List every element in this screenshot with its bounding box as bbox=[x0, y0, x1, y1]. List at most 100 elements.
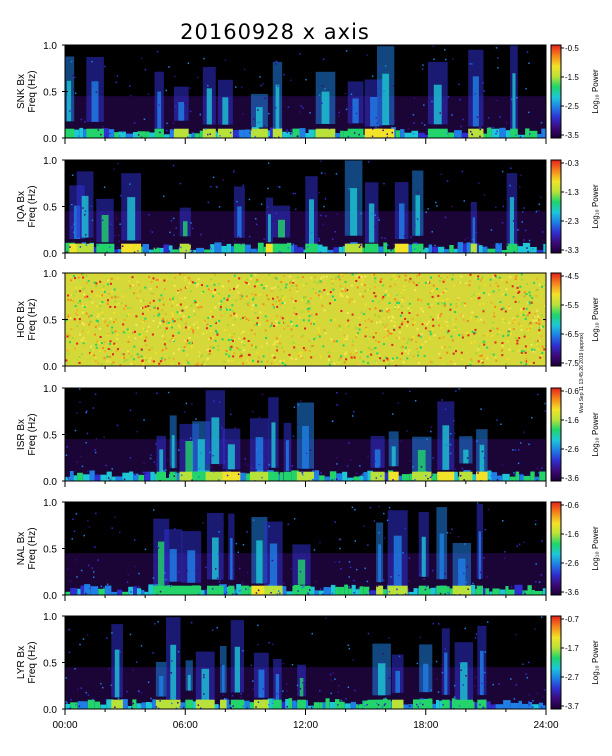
noise-pixel bbox=[310, 313, 313, 316]
noise-pixel bbox=[459, 324, 462, 327]
colorbar-tick-label: -1.5 bbox=[565, 73, 579, 82]
power-speckle bbox=[115, 81, 117, 84]
noise-pixel bbox=[330, 338, 333, 341]
power-speckle bbox=[412, 114, 415, 116]
low-frequency-band bbox=[383, 242, 388, 253]
noise-pixel bbox=[291, 339, 294, 342]
noise-pixel bbox=[346, 295, 349, 298]
noise-pixel bbox=[197, 362, 200, 365]
power-speckle bbox=[521, 221, 523, 223]
y-axis-unit-label: Freq (Hz) bbox=[27, 298, 38, 340]
power-speckle bbox=[286, 131, 289, 134]
noise-pixel bbox=[162, 320, 165, 323]
noise-pixel bbox=[74, 290, 77, 293]
noise-pixel bbox=[161, 319, 164, 322]
low-frequency-band bbox=[194, 133, 200, 138]
noise-pixel bbox=[200, 355, 203, 358]
panel-1-plot-area bbox=[65, 45, 546, 138]
power-speckle bbox=[318, 94, 321, 96]
noise-pixel bbox=[504, 310, 507, 313]
power-speckle bbox=[371, 135, 374, 138]
low-frequency-band bbox=[177, 702, 186, 709]
power-speckle bbox=[225, 470, 228, 472]
noise-pixel bbox=[237, 291, 240, 294]
noise-pixel bbox=[446, 275, 449, 278]
noise-pixel bbox=[528, 302, 531, 305]
noise-pixel bbox=[449, 303, 452, 306]
noise-pixel bbox=[108, 321, 111, 324]
noise-pixel bbox=[131, 276, 134, 279]
noise-pixel bbox=[400, 364, 402, 366]
noise-pixel bbox=[248, 320, 251, 323]
activity-burst-base bbox=[283, 471, 292, 481]
noise-pixel bbox=[126, 328, 129, 331]
noise-pixel bbox=[331, 280, 334, 283]
activity-burst-core bbox=[171, 435, 175, 469]
noise-pixel bbox=[292, 279, 295, 282]
noise-pixel bbox=[275, 306, 278, 309]
power-speckle bbox=[293, 518, 296, 520]
low-frequency-band bbox=[338, 246, 343, 253]
noise-pixel bbox=[161, 297, 164, 300]
noise-pixel bbox=[112, 321, 115, 324]
power-speckle bbox=[118, 234, 120, 236]
low-frequency-band bbox=[423, 247, 429, 253]
noise-pixel bbox=[71, 337, 74, 340]
noise-pixel bbox=[522, 350, 525, 353]
noise-pixel bbox=[373, 273, 376, 276]
noise-pixel bbox=[511, 321, 514, 324]
colorbar-tick-label: -2.6 bbox=[565, 559, 579, 568]
noise-pixel bbox=[431, 328, 434, 331]
power-speckle bbox=[149, 457, 152, 460]
noise-pixel bbox=[180, 346, 183, 348]
noise-pixel bbox=[210, 330, 213, 333]
power-speckle bbox=[376, 122, 378, 124]
low-frequency-band bbox=[249, 702, 256, 709]
power-speckle bbox=[245, 472, 248, 474]
noise-pixel bbox=[81, 322, 84, 325]
noise-pixel bbox=[433, 334, 436, 337]
noise-pixel bbox=[398, 336, 400, 339]
power-speckle bbox=[86, 432, 89, 435]
noise-pixel bbox=[172, 301, 175, 304]
noise-pixel bbox=[153, 306, 156, 309]
power-speckle bbox=[439, 112, 441, 114]
noise-pixel bbox=[420, 333, 423, 336]
colorbar-tick-label: -3.6 bbox=[565, 474, 579, 483]
power-speckle bbox=[482, 82, 484, 84]
power-speckle bbox=[117, 246, 119, 249]
power-speckle bbox=[383, 182, 385, 185]
noise-pixel bbox=[421, 343, 424, 346]
power-speckle bbox=[74, 470, 76, 472]
noise-pixel bbox=[368, 336, 371, 338]
noise-pixel bbox=[513, 306, 516, 309]
noise-pixel bbox=[94, 333, 96, 336]
noise-pixel bbox=[527, 301, 530, 304]
low-frequency-band bbox=[343, 130, 351, 138]
power-speckle bbox=[242, 650, 244, 652]
activity-burst-core bbox=[255, 437, 264, 473]
colorbar-tick-label: -3.5 bbox=[565, 131, 579, 140]
noise-pixel bbox=[172, 320, 175, 323]
noise-pixel bbox=[517, 349, 520, 352]
power-speckle bbox=[234, 585, 236, 587]
noise-pixel bbox=[268, 362, 271, 365]
power-speckle bbox=[463, 572, 465, 575]
power-speckle bbox=[382, 652, 384, 655]
noise-pixel bbox=[409, 309, 412, 312]
power-speckle bbox=[367, 632, 370, 635]
noise-pixel bbox=[240, 297, 243, 300]
noise-pixel bbox=[461, 336, 464, 339]
low-frequency-band bbox=[521, 703, 529, 709]
noise-pixel bbox=[518, 337, 521, 340]
activity-burst-core bbox=[187, 674, 191, 691]
noise-pixel bbox=[408, 279, 411, 282]
noise-pixel bbox=[136, 353, 139, 356]
noise-pixel bbox=[391, 315, 394, 318]
noise-pixel bbox=[225, 349, 228, 352]
power-speckle bbox=[417, 706, 419, 708]
noise-pixel bbox=[318, 330, 321, 333]
power-speckle bbox=[404, 527, 406, 530]
noise-pixel bbox=[276, 296, 279, 299]
